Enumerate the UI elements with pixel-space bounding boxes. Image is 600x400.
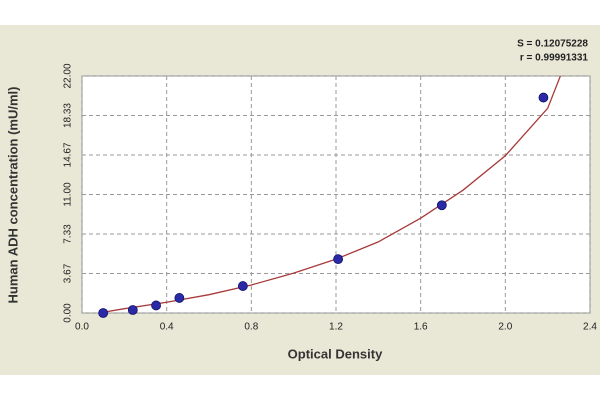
annotation: r = 0.99991331 xyxy=(520,53,589,64)
x-tick-label: 2.4 xyxy=(583,322,597,333)
x-tick-label: 1.6 xyxy=(414,322,428,333)
y-tick-label: 11.00 xyxy=(63,182,74,207)
data-point xyxy=(436,200,447,211)
y-axis-title: Human ADH concentration (mU/ml) xyxy=(5,87,20,304)
data-point xyxy=(151,300,161,311)
x-tick-label: 0.4 xyxy=(160,322,174,333)
data-point xyxy=(127,305,138,315)
y-tick-label: 22.00 xyxy=(63,63,74,88)
y-tick-label: 0.00 xyxy=(63,303,74,323)
y-tick-label: 14.67 xyxy=(63,142,74,167)
y-tick-label: 3.67 xyxy=(63,263,74,283)
x-tick-label: 0.0 xyxy=(75,322,89,333)
y-tick-label: 18.33 xyxy=(63,103,74,128)
x-tick-label: 1.2 xyxy=(329,322,343,333)
x-tick-label: 2.0 xyxy=(498,322,512,333)
annotation: S = 0.12075228 xyxy=(517,39,588,50)
y-tick-label: 7.33 xyxy=(63,224,74,244)
x-tick-label: 0.8 xyxy=(244,322,258,333)
data-point xyxy=(333,254,344,265)
data-point xyxy=(174,293,185,303)
data-point xyxy=(538,92,549,103)
data-point xyxy=(98,308,109,318)
x-axis-title: Optical Density xyxy=(288,346,383,361)
data-point xyxy=(237,281,248,291)
